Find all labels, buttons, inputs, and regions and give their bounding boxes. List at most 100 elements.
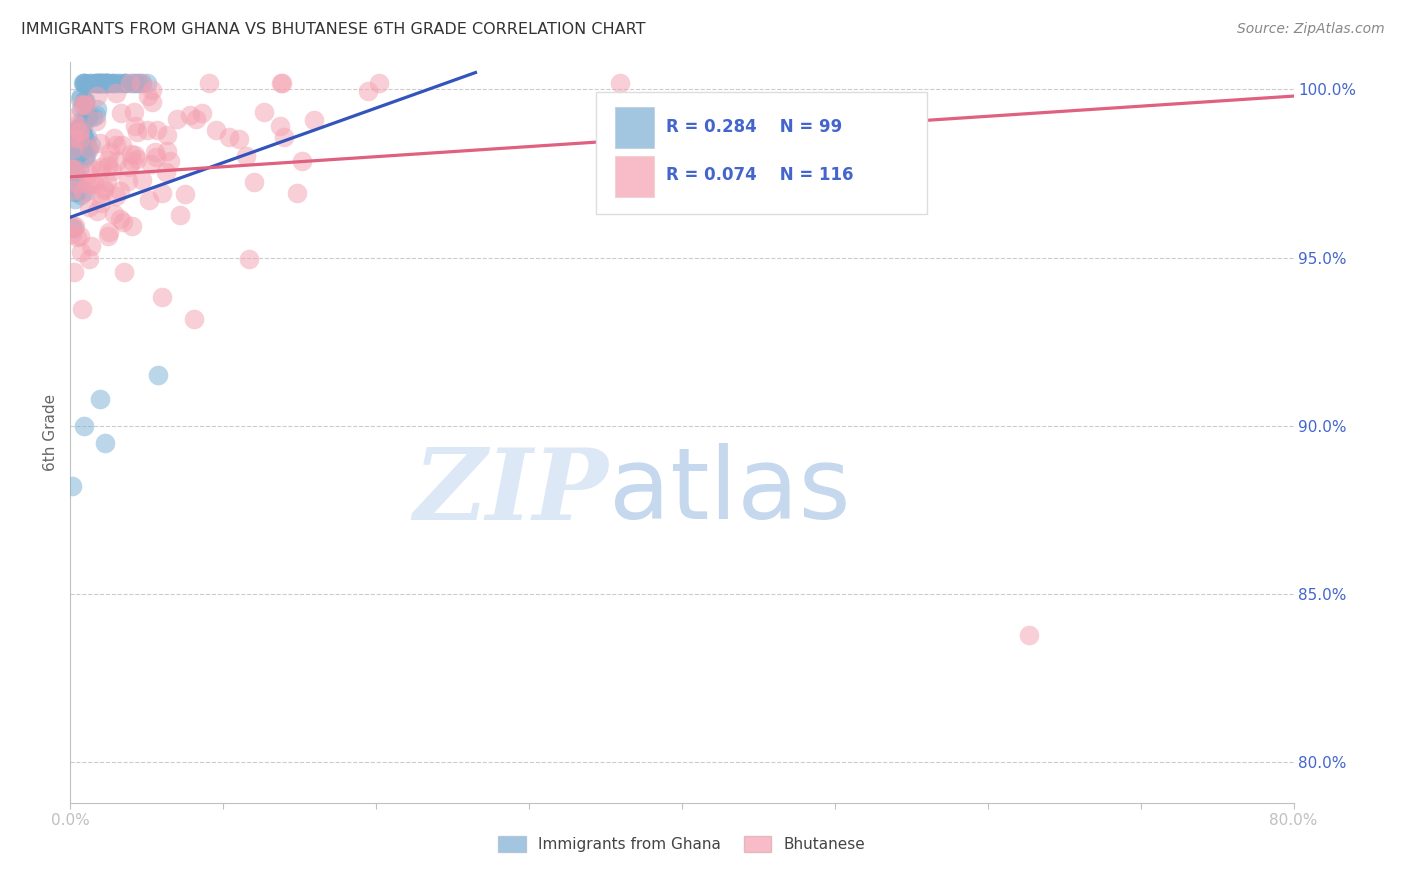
Immigrants from Ghana [75, 132, 97, 146]
Immigrants from Ghana [75, 185, 97, 199]
Bhutanese [97, 228, 120, 243]
Bhutanese [145, 145, 167, 159]
Immigrants from Ghana [60, 162, 83, 177]
Immigrants from Ghana [90, 76, 112, 90]
Bhutanese [125, 153, 148, 167]
Bhutanese [111, 215, 134, 229]
Immigrants from Ghana [80, 138, 103, 153]
Bhutanese [138, 194, 160, 208]
Bhutanese [139, 157, 162, 171]
Immigrants from Ghana [107, 76, 129, 90]
Bhutanese [609, 76, 631, 90]
Immigrants from Ghana [131, 76, 153, 90]
Bhutanese [105, 154, 128, 169]
Immigrants from Ghana [66, 185, 89, 199]
Immigrants from Ghana [75, 76, 97, 90]
Text: atlas: atlas [609, 443, 851, 541]
Bhutanese [156, 128, 179, 142]
Immigrants from Ghana [87, 76, 110, 90]
Bhutanese [228, 132, 250, 146]
Bhutanese [121, 219, 143, 233]
Bhutanese [156, 144, 179, 158]
Immigrants from Ghana [62, 148, 84, 162]
Bhutanese [105, 189, 128, 203]
Bhutanese [80, 161, 103, 176]
Bhutanese [70, 301, 93, 316]
Bhutanese [66, 230, 89, 244]
Immigrants from Ghana [86, 76, 108, 90]
Immigrants from Ghana [73, 94, 96, 108]
Text: Source: ZipAtlas.com: Source: ZipAtlas.com [1237, 22, 1385, 37]
Immigrants from Ghana [96, 76, 118, 90]
Bhutanese [124, 120, 146, 134]
Bhutanese [60, 183, 83, 197]
Bhutanese [218, 130, 240, 145]
Immigrants from Ghana [136, 76, 159, 90]
Immigrants from Ghana [86, 76, 108, 90]
Y-axis label: 6th Grade: 6th Grade [44, 394, 59, 471]
Bhutanese [77, 200, 100, 214]
Immigrants from Ghana [60, 170, 83, 185]
Bhutanese [136, 88, 159, 103]
FancyBboxPatch shape [614, 107, 654, 147]
Bhutanese [63, 162, 86, 177]
Immigrants from Ghana [90, 76, 112, 90]
Immigrants from Ghana [72, 418, 94, 433]
Immigrants from Ghana [73, 150, 96, 164]
Immigrants from Ghana [114, 76, 136, 90]
Bhutanese [60, 218, 83, 232]
Bhutanese [67, 125, 90, 139]
Immigrants from Ghana [94, 435, 117, 450]
Bhutanese [141, 83, 163, 97]
Bhutanese [159, 154, 181, 169]
Bhutanese [77, 142, 100, 156]
Text: ZIP: ZIP [413, 443, 609, 540]
Immigrants from Ghana [73, 93, 96, 107]
Immigrants from Ghana [83, 76, 105, 90]
Immigrants from Ghana [82, 110, 104, 124]
FancyBboxPatch shape [614, 156, 654, 197]
Bhutanese [72, 97, 94, 112]
Bhutanese [72, 98, 94, 112]
Bhutanese [97, 159, 120, 173]
Immigrants from Ghana [69, 102, 91, 116]
Bhutanese [84, 114, 107, 128]
Immigrants from Ghana [73, 76, 96, 90]
Immigrants from Ghana [67, 120, 90, 135]
Immigrants from Ghana [62, 135, 84, 149]
Immigrants from Ghana [60, 220, 83, 235]
Bhutanese [146, 123, 169, 137]
Immigrants from Ghana [67, 146, 90, 161]
Bhutanese [86, 204, 108, 219]
Immigrants from Ghana [91, 76, 114, 90]
Bhutanese [103, 130, 125, 145]
Bhutanese [66, 176, 89, 190]
Bhutanese [60, 227, 83, 242]
Immigrants from Ghana [72, 119, 94, 133]
Bhutanese [124, 148, 146, 162]
Bhutanese [80, 239, 103, 253]
Bhutanese [136, 123, 159, 137]
Immigrants from Ghana [125, 76, 148, 90]
Bhutanese [269, 119, 291, 133]
Bhutanese [253, 105, 276, 120]
Immigrants from Ghana [65, 140, 87, 154]
Bhutanese [103, 207, 125, 221]
Bhutanese [62, 112, 84, 126]
Immigrants from Ghana [65, 168, 87, 182]
Text: R = 0.074    N = 116: R = 0.074 N = 116 [666, 166, 853, 184]
Bhutanese [63, 219, 86, 234]
Bhutanese [70, 245, 93, 260]
Bhutanese [121, 154, 143, 169]
Immigrants from Ghana [60, 155, 83, 169]
Immigrants from Ghana [62, 185, 84, 199]
Immigrants from Ghana [89, 76, 111, 90]
Bhutanese [79, 177, 101, 191]
Bhutanese [129, 76, 152, 90]
Bhutanese [117, 160, 139, 174]
Immigrants from Ghana [76, 130, 98, 145]
Immigrants from Ghana [69, 140, 91, 154]
Bhutanese [120, 146, 142, 161]
Immigrants from Ghana [67, 136, 90, 151]
Bhutanese [238, 252, 260, 267]
